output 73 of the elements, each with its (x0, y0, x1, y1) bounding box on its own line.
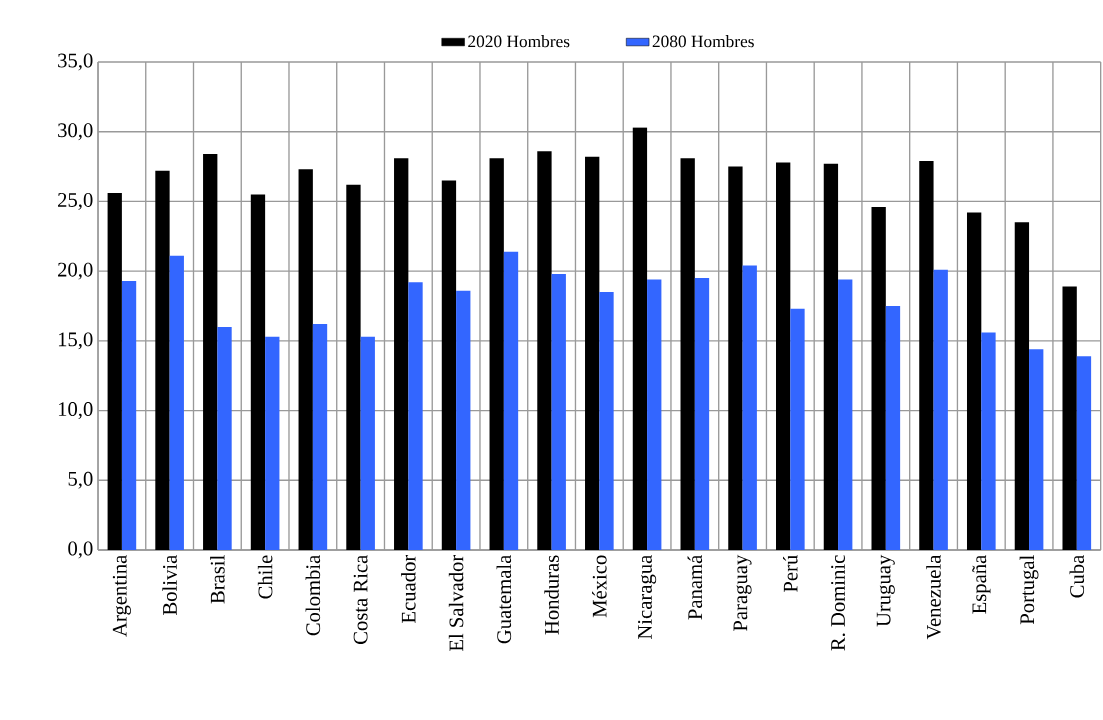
bar (694, 278, 710, 550)
bar (312, 324, 328, 550)
bar (680, 158, 695, 550)
bar (919, 160, 934, 550)
y-tick-label: 15,0 (58, 332, 93, 350)
x-tick-label: El Salvador (448, 554, 464, 652)
x-tick-label: Cuba (1069, 554, 1085, 598)
bar (585, 156, 600, 550)
bar (360, 336, 375, 550)
bar (1076, 356, 1092, 550)
legend-label: 2080 Hombres (652, 35, 754, 48)
x-tick-label: Honduras (544, 555, 559, 635)
bar (503, 251, 519, 550)
x-tick-label: Uruguay (876, 554, 895, 627)
bar (250, 194, 266, 550)
bar (298, 169, 313, 550)
bar (441, 180, 457, 550)
x-tick-label: Colombia (305, 554, 321, 636)
bar (169, 255, 184, 550)
bar (742, 265, 757, 550)
y-tick-label: 10,0 (58, 402, 93, 420)
bar (981, 332, 996, 550)
x-tick-label: Argentina (112, 554, 131, 637)
bar (551, 273, 566, 550)
bar (203, 154, 218, 550)
x-tick-label: Nicaragua (638, 554, 657, 640)
bar (408, 282, 423, 550)
x-tick-label: España (972, 554, 991, 614)
bar (537, 151, 552, 550)
legend-label: 2020 Hombres (468, 35, 570, 48)
bar (217, 326, 232, 550)
bar (838, 279, 853, 550)
bar (394, 158, 409, 550)
x-tick-label: Brasil (210, 555, 225, 604)
x-tick-label: Paraguay (733, 554, 752, 631)
x-tick-label: Bolivia (162, 554, 177, 615)
bar (728, 166, 743, 550)
x-tick-label: México (592, 555, 607, 618)
bar (871, 207, 886, 550)
bar (790, 308, 805, 550)
bar (121, 280, 137, 550)
bar (885, 305, 901, 550)
bar (647, 279, 662, 550)
x-tick-label: Venezuela (926, 554, 941, 640)
y-tick-label: 0,0 (68, 541, 93, 559)
bar (1029, 349, 1044, 550)
x-tick-label: Ecuador (401, 554, 416, 623)
bar (632, 127, 648, 550)
y-tick-label: 25,0 (58, 192, 93, 210)
bar (489, 158, 504, 550)
bar (966, 212, 982, 550)
bar (346, 184, 361, 550)
bar (599, 292, 614, 550)
bar (1062, 286, 1077, 550)
x-tick-label: Guatemala (496, 554, 512, 644)
x-tick-label: R. Dominic (831, 555, 846, 651)
x-tick-label: Chile (257, 555, 273, 599)
y-tick-label: 5,0 (68, 471, 93, 489)
y-tick-label: 20,0 (58, 262, 93, 280)
bar (265, 336, 280, 550)
y-tick-label: 35,0 (58, 53, 93, 71)
bar (823, 163, 839, 550)
bar (933, 269, 948, 550)
bar (776, 162, 791, 550)
bar (155, 170, 170, 550)
y-tick-label: 30,0 (58, 123, 93, 141)
bar (1014, 222, 1030, 550)
bar (456, 290, 471, 550)
x-tick-label: Portugal (1019, 555, 1039, 625)
x-tick-label: Costa Rica (353, 554, 368, 644)
x-tick-label: Panamá (687, 554, 703, 620)
x-tick-label: Perú (783, 555, 798, 592)
bar (107, 193, 122, 550)
